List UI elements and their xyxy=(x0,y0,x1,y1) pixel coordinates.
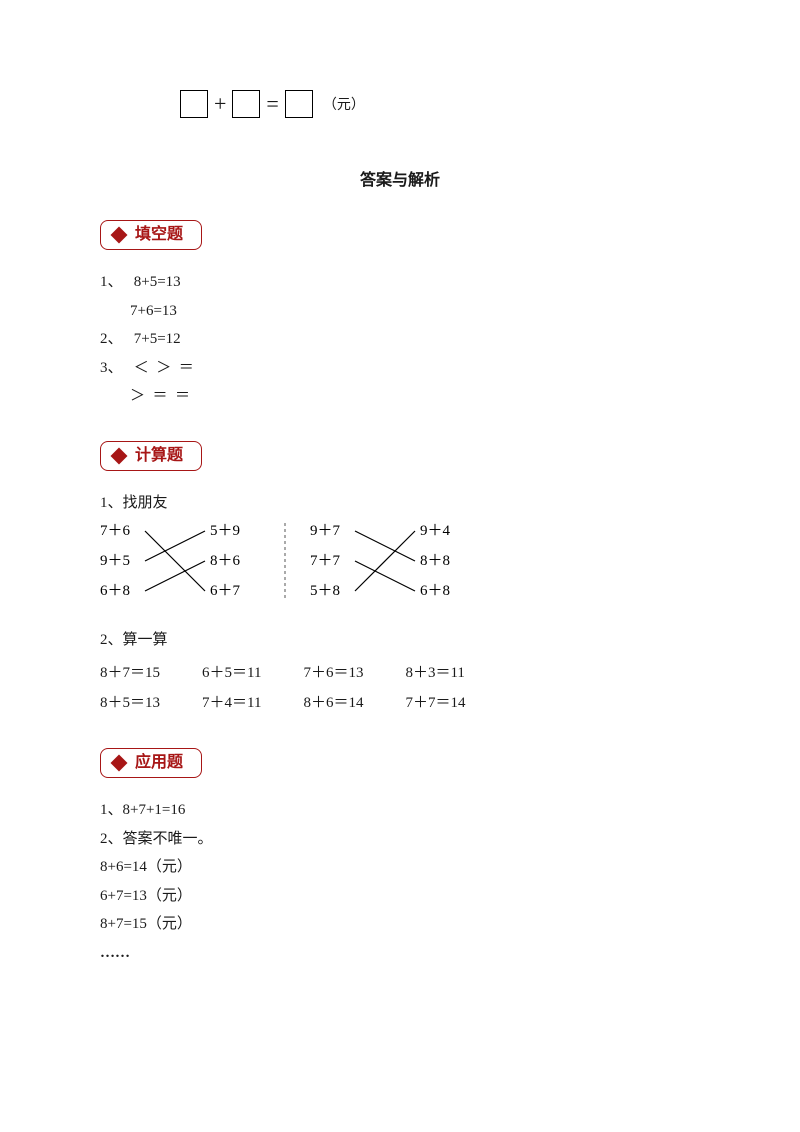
expr: 9＋4 xyxy=(420,523,451,539)
calc-cell: 8＋7＝15 xyxy=(100,658,160,688)
calc-answers: 1、找朋友 7＋6 9＋5 6＋8 5＋9 8＋6 6＋7 9＋7 7＋7 5＋… xyxy=(100,489,700,719)
expr: 6＋8 xyxy=(420,583,450,599)
calc-row: 8＋5＝13 7＋4＝11 8＋6＝14 7＋7＝14 xyxy=(100,688,700,718)
input-box xyxy=(232,90,260,118)
calc-sub2-label: 2、算一算 xyxy=(100,626,700,655)
calc-cell: 8＋3＝11 xyxy=(405,658,464,688)
section-tab-calc: 计算题 xyxy=(100,441,202,471)
plus-operator: + xyxy=(214,93,226,115)
calc-row: 8＋7＝15 6＋5＝11 7＋6＝13 8＋3＝11 xyxy=(100,658,700,688)
answer-line: 2、答案不唯一。 xyxy=(100,825,700,854)
diamond-icon xyxy=(111,447,128,464)
match-line xyxy=(355,531,415,561)
match-line xyxy=(355,531,415,591)
expr: 9＋5 xyxy=(100,553,130,569)
app-answers: 1、8+7+1=16 2、答案不唯一。 8+6=14（元） 6+7=13（元） … xyxy=(100,796,700,967)
expr: 5＋9 xyxy=(210,523,240,539)
unit-label: （元） xyxy=(323,94,365,114)
section-title: 填空题 xyxy=(135,227,183,243)
match-line xyxy=(355,561,415,591)
document-page: + = （元） 答案与解析 填空题 1、 8+5=13 7+6=13 2、 7+… xyxy=(0,0,800,1007)
expr: 9＋7 xyxy=(310,523,341,539)
section-title: 应用题 xyxy=(135,755,183,771)
matching-diagram: 7＋6 9＋5 6＋8 5＋9 8＋6 6＋7 9＋7 7＋7 5＋8 9＋4 … xyxy=(100,519,700,620)
diamond-icon xyxy=(111,227,128,244)
input-box xyxy=(285,90,313,118)
calc-cell: 8＋5＝13 xyxy=(100,688,160,718)
calc-cell: 8＋6＝14 xyxy=(303,688,363,718)
expr: 8＋6 xyxy=(210,553,241,569)
expr: 6＋7 xyxy=(210,583,241,599)
answer-line: 1、 8+5=13 xyxy=(100,268,700,297)
equals-operator: = xyxy=(266,93,278,115)
answer-line: …… xyxy=(100,939,700,968)
answer-line: 2、 7+5=12 xyxy=(100,325,700,354)
diamond-icon xyxy=(111,755,128,772)
expr: 7＋7 xyxy=(310,553,341,569)
section-tab-app: 应用题 xyxy=(100,748,202,778)
match-line xyxy=(145,531,205,591)
answer-line: 8+6=14（元） xyxy=(100,853,700,882)
answer-line: 3、 ＜ ＞ ＝ xyxy=(100,354,700,383)
answer-line: ＞ ＝ ＝ xyxy=(100,382,700,411)
match-line xyxy=(145,561,205,591)
calc-cell: 7＋6＝13 xyxy=(303,658,363,688)
answer-line: 1、8+7+1=16 xyxy=(100,796,700,825)
box-equation: + = （元） xyxy=(180,90,700,118)
calc-cell: 6＋5＝11 xyxy=(202,658,261,688)
matching-svg: 7＋6 9＋5 6＋8 5＋9 8＋6 6＋7 9＋7 7＋7 5＋8 9＋4 … xyxy=(100,519,520,609)
section-title: 计算题 xyxy=(135,448,183,464)
answer-line: 7+6=13 xyxy=(100,297,700,326)
input-box xyxy=(180,90,208,118)
match-line xyxy=(145,531,205,561)
answer-line: 6+7=13（元） xyxy=(100,882,700,911)
fill-answers: 1、 8+5=13 7+6=13 2、 7+5=12 3、 ＜ ＞ ＝ ＞ ＝ … xyxy=(100,268,700,411)
main-title: 答案与解析 xyxy=(100,166,700,190)
expr: 8＋8 xyxy=(420,553,450,569)
calc-grid: 8＋7＝15 6＋5＝11 7＋6＝13 8＋3＝11 8＋5＝13 7＋4＝1… xyxy=(100,658,700,718)
expr: 7＋6 xyxy=(100,523,131,539)
expr: 6＋8 xyxy=(100,583,130,599)
calc-cell: 7＋4＝11 xyxy=(202,688,261,718)
answer-line: 8+7=15（元） xyxy=(100,910,700,939)
calc-sub1-label: 1、找朋友 xyxy=(100,489,700,518)
section-tab-fill: 填空题 xyxy=(100,220,202,250)
calc-cell: 7＋7＝14 xyxy=(405,688,465,718)
expr: 5＋8 xyxy=(310,583,340,599)
